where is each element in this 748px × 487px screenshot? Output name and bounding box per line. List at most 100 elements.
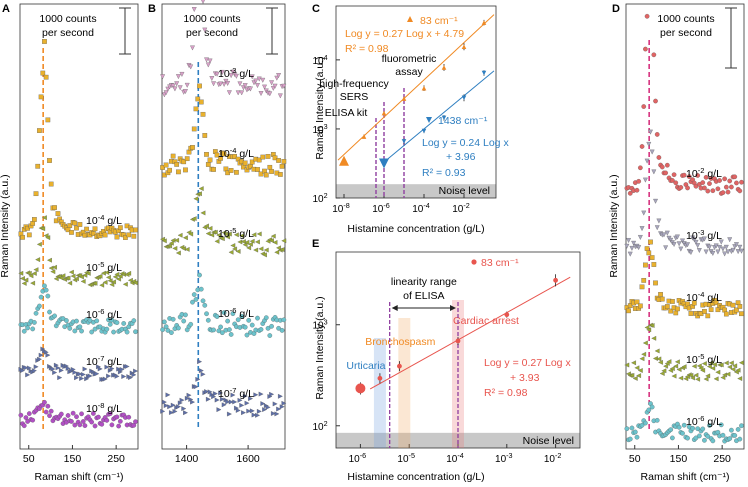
spectrum-point xyxy=(32,320,37,325)
spectrum-point xyxy=(170,83,176,89)
spectrum-point xyxy=(87,373,93,379)
spectrum-point xyxy=(638,165,643,171)
spectrum-point xyxy=(202,27,208,33)
spectrum-point xyxy=(713,300,719,305)
spectrum-point xyxy=(114,320,120,325)
spectrum-point xyxy=(269,391,275,397)
spectrum-point xyxy=(167,167,172,173)
spectrum-point xyxy=(25,372,31,378)
spectrum-point xyxy=(105,274,111,280)
spectrum-point xyxy=(201,0,205,4)
spectrum-point xyxy=(67,223,73,228)
spectrum-point xyxy=(211,81,217,87)
spectrum-point xyxy=(717,178,722,183)
spectrum-point xyxy=(729,427,734,433)
spectrum-point xyxy=(25,225,30,231)
spectrum-point xyxy=(624,362,630,368)
spectrum-point xyxy=(30,280,36,286)
spectrum-point xyxy=(738,360,744,366)
spectrum-point xyxy=(246,245,252,251)
series-label: 10-6 g/L xyxy=(218,306,254,320)
spectrum-point xyxy=(126,414,132,420)
data-point xyxy=(481,20,487,25)
spectrum-point xyxy=(713,243,719,249)
panel-b-scale-label-2: per second xyxy=(186,27,238,39)
spectrum-point xyxy=(97,273,103,279)
spectrum-point xyxy=(267,164,273,170)
spectrum-point xyxy=(89,419,95,425)
spectrum-point xyxy=(33,191,39,197)
spectrum-point xyxy=(221,310,227,315)
spectrum-point xyxy=(40,70,46,76)
spectrum-point xyxy=(707,423,712,428)
spectrum-point xyxy=(196,191,202,197)
spectrum-point xyxy=(643,262,648,268)
panel-d: 1000 counts per second Raman Intensity (… xyxy=(608,3,745,483)
spectrum-point xyxy=(627,436,633,442)
spectrum-point xyxy=(226,231,232,237)
x-tick-label: 10-6 xyxy=(349,451,367,465)
spectrum-point xyxy=(172,245,178,251)
spectrum-point xyxy=(242,242,248,248)
spectrum-point xyxy=(170,316,176,322)
spectrum-point xyxy=(170,153,176,159)
spectrum-point xyxy=(697,433,702,439)
spectrum-point xyxy=(33,364,39,370)
x-tick-label: 10-4 xyxy=(446,451,464,465)
spectrum-point xyxy=(99,421,105,427)
spectrum-point xyxy=(277,93,283,99)
spectrum-point xyxy=(727,237,733,243)
spectrum-point xyxy=(664,230,670,236)
spectrum-point xyxy=(723,184,729,190)
spectrum-point xyxy=(20,234,25,240)
spectrum-point xyxy=(281,159,287,164)
spectrum-point xyxy=(636,245,642,251)
spectrum-point xyxy=(718,422,724,428)
panel-a-frame xyxy=(19,3,139,450)
spectrum-point xyxy=(214,152,220,158)
spectrum-point xyxy=(89,329,95,335)
spectrum-point xyxy=(632,376,638,381)
spectrum-point xyxy=(183,312,188,318)
spectrum-point xyxy=(649,255,655,260)
spectrum-point xyxy=(624,426,630,432)
spectrum-point xyxy=(160,408,166,414)
spectrum-point xyxy=(634,187,640,193)
spectrum-point xyxy=(52,370,58,376)
fit-line xyxy=(381,70,495,165)
spectrum-point xyxy=(251,232,257,238)
spectrum-point xyxy=(209,76,215,82)
spectrum-point xyxy=(42,39,47,44)
spectrum-point xyxy=(260,154,266,160)
spectrum-point xyxy=(21,280,27,286)
spectrum-point xyxy=(172,86,178,92)
spectrum-point xyxy=(92,226,98,232)
spectrum-point xyxy=(214,314,220,319)
spectrum-point xyxy=(683,376,689,382)
spectrum-point xyxy=(205,162,211,167)
spectrum-point xyxy=(727,436,733,441)
range-arrow-head xyxy=(450,305,456,311)
spectrum-point xyxy=(77,222,83,227)
spectrum-point xyxy=(183,167,188,173)
spectrum-point xyxy=(68,269,74,275)
spectrum-point xyxy=(732,174,738,180)
spectrum-point xyxy=(663,170,668,176)
spectrum-point xyxy=(183,410,188,416)
spectrum-point xyxy=(646,141,652,147)
spectrum-point xyxy=(700,180,706,185)
spectrum-point xyxy=(52,313,57,319)
spectrum-point xyxy=(48,265,54,271)
spectrum-point xyxy=(234,169,239,175)
spectrum-point xyxy=(48,408,54,414)
spectrum-point xyxy=(214,397,220,403)
spectrum-point xyxy=(718,239,724,245)
spectrum-point xyxy=(52,264,57,270)
spectrum-point xyxy=(663,363,668,369)
spectrum-point xyxy=(249,408,255,414)
spectrum-point xyxy=(58,367,64,373)
spectrum-point xyxy=(244,239,250,245)
spectrum-point xyxy=(265,325,271,331)
spectrum-point xyxy=(30,326,36,332)
spectrum-point xyxy=(107,321,113,327)
